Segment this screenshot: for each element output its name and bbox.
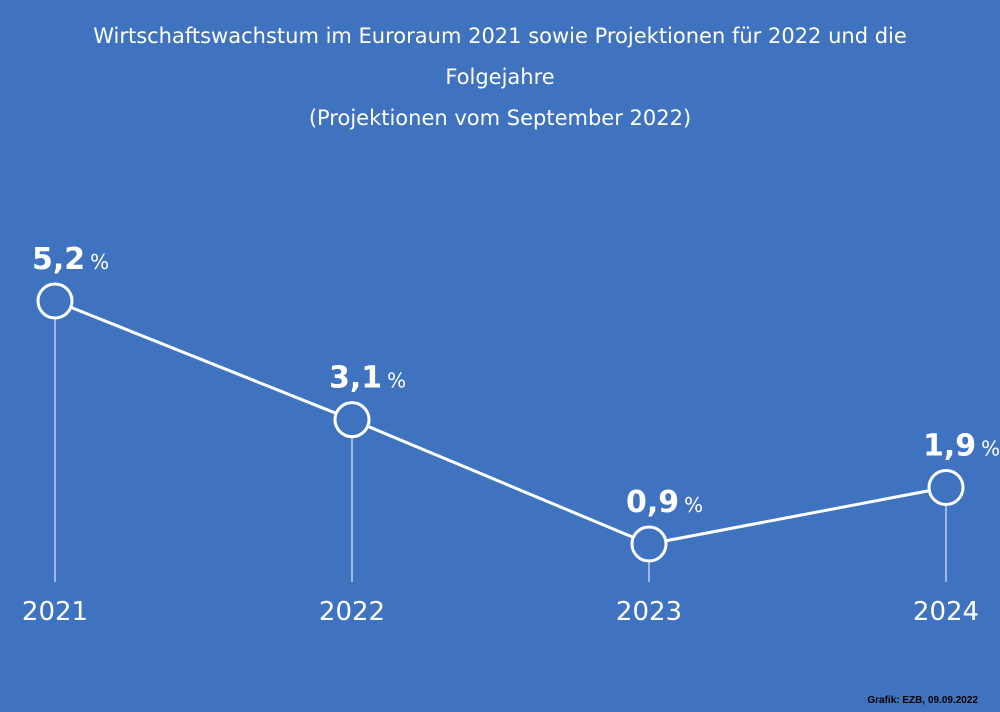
data-point-2021 bbox=[36, 282, 74, 320]
source-note: Grafik: EZB, 09.09.2022 bbox=[867, 695, 978, 706]
x-tick-label-2021: 2021 bbox=[22, 597, 88, 627]
x-tick-label-2024: 2024 bbox=[913, 597, 979, 627]
data-point-2023 bbox=[630, 525, 668, 563]
data-label-2022: 3,1% bbox=[329, 361, 406, 396]
data-points bbox=[36, 282, 965, 563]
data-label-2023: 0,9% bbox=[626, 485, 703, 520]
chart-subtitle: (Projektionen vom September 2022) bbox=[308, 106, 692, 130]
data-label-2021: 5,2% bbox=[32, 242, 109, 277]
data-point-2022 bbox=[333, 401, 371, 439]
chart-title-line-2: Folgejahre bbox=[445, 65, 555, 89]
data-label-2024: 1,9% bbox=[923, 428, 1000, 463]
x-tick-label-2023: 2023 bbox=[616, 597, 682, 627]
data-point-2024 bbox=[927, 468, 965, 506]
x-tick-label-2022: 2022 bbox=[319, 597, 385, 627]
chart-title-block: Wirtschaftswachstum im Euroraum 2021 sow… bbox=[0, 16, 1000, 139]
data-labels: 5,2 % 3,1 % 0,9 % 1,9% bbox=[32, 242, 1000, 520]
series-line bbox=[54, 299, 947, 546]
chart-title-line-1: Wirtschaftswachstum im Euroraum 2021 sow… bbox=[93, 24, 907, 48]
drop-lines bbox=[54, 318, 947, 582]
x-axis-tick-labels: 2021 2022 2023 2024 bbox=[22, 597, 979, 627]
